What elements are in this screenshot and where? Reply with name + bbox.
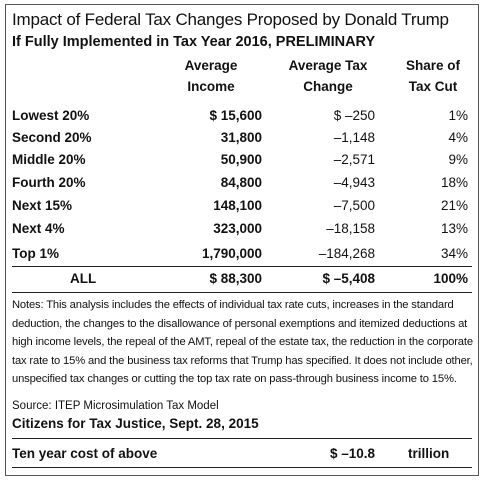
row-average-tax-change: $ –250 (333, 108, 375, 123)
table-row: Next 4% 323,000 –18,158 13% (12, 218, 472, 240)
ten-year-cost-value: $ –10.8 (329, 446, 375, 461)
table-row: Second 20% 31,800 –1,148 4% (12, 127, 472, 149)
table-row: Fourth 20% 84,800 –4,943 18% (12, 172, 472, 194)
row-average-income: $ 15,600 (209, 108, 262, 123)
row-average-income: 323,000 (213, 221, 262, 236)
row-share-of-tax-cut: 18% (440, 175, 468, 190)
row-average-tax-change: –2,571 (333, 152, 375, 167)
source-line: Source: ITEP Microsimulation Tax Model (12, 400, 219, 412)
row-label: Next 15% (12, 198, 73, 213)
column-header-average-income: Average Income (170, 55, 252, 97)
row-share-of-tax-cut: 4% (448, 130, 468, 145)
total-average-income: $ 88,300 (209, 271, 262, 286)
ten-year-cost-label: Ten year cost of above (12, 446, 158, 461)
row-average-tax-change: –1,148 (333, 130, 375, 145)
row-share-of-tax-cut: 1% (448, 108, 468, 123)
total-label: ALL (70, 271, 97, 286)
table-row: Next 15% 148,100 –7,500 21% (12, 195, 472, 217)
row-label: Top 1% (12, 246, 59, 261)
row-average-income: 84,800 (220, 175, 262, 190)
cost-rule-bottom (12, 467, 472, 468)
organization-credit: Citizens for Tax Justice, Sept. 28, 2015 (12, 416, 259, 431)
page-subtitle: If Fully Implemented in Tax Year 2016, P… (12, 34, 376, 50)
column-header-share-of-tax-cut: Share of Tax Cut (393, 55, 473, 97)
table-row: Middle 20% 50,900 –2,571 9% (12, 149, 472, 171)
total-share-of-tax-cut: 100% (433, 271, 468, 286)
notes-text: Notes: This analysis includes the effect… (12, 299, 473, 386)
column-header-line: Average (184, 58, 238, 73)
row-label: Fourth 20% (12, 175, 86, 190)
row-average-income: 31,800 (220, 130, 262, 145)
column-header-line: Share of (405, 58, 460, 73)
row-average-income: 50,900 (220, 152, 262, 167)
table-row: Lowest 20% $ 15,600 $ –250 1% (12, 105, 472, 127)
row-share-of-tax-cut: 34% (440, 246, 468, 261)
row-average-tax-change: –184,268 (318, 246, 375, 261)
row-share-of-tax-cut: 13% (440, 221, 468, 236)
table-frame (5, 4, 479, 476)
column-header-line: Tax Cut (408, 79, 458, 94)
row-average-tax-change: –4,943 (333, 175, 375, 190)
column-header-line: Average Tax (288, 58, 368, 73)
column-header-line: Change (303, 79, 353, 94)
total-average-tax-change: $ –5,408 (322, 271, 375, 286)
ten-year-cost-row: Ten year cost of above $ –10.8 trillion (12, 444, 472, 464)
total-rule-bottom (12, 292, 472, 293)
total-row: ALL $ 88,300 $ –5,408 100% (12, 268, 472, 290)
row-label: Lowest 20% (12, 108, 90, 123)
row-label: Second 20% (12, 130, 92, 145)
column-header-line: Income (187, 79, 235, 94)
cost-rule-top (12, 438, 472, 439)
row-average-income: 148,100 (213, 198, 262, 213)
row-average-income: 1,790,000 (201, 246, 262, 261)
row-average-tax-change: –7,500 (333, 198, 375, 213)
page-title: Impact of Federal Tax Changes Proposed b… (12, 10, 449, 29)
row-average-tax-change: –18,158 (326, 221, 375, 236)
ten-year-cost-unit: trillion (408, 446, 450, 461)
total-rule-top (12, 266, 472, 267)
row-label: Next 4% (12, 221, 65, 236)
row-label: Middle 20% (12, 152, 86, 167)
column-header-average-tax-change: Average Tax Change (279, 55, 377, 97)
row-share-of-tax-cut: 21% (440, 198, 468, 213)
row-share-of-tax-cut: 9% (448, 152, 468, 167)
table-row: Top 1% 1,790,000 –184,268 34% (12, 243, 472, 265)
